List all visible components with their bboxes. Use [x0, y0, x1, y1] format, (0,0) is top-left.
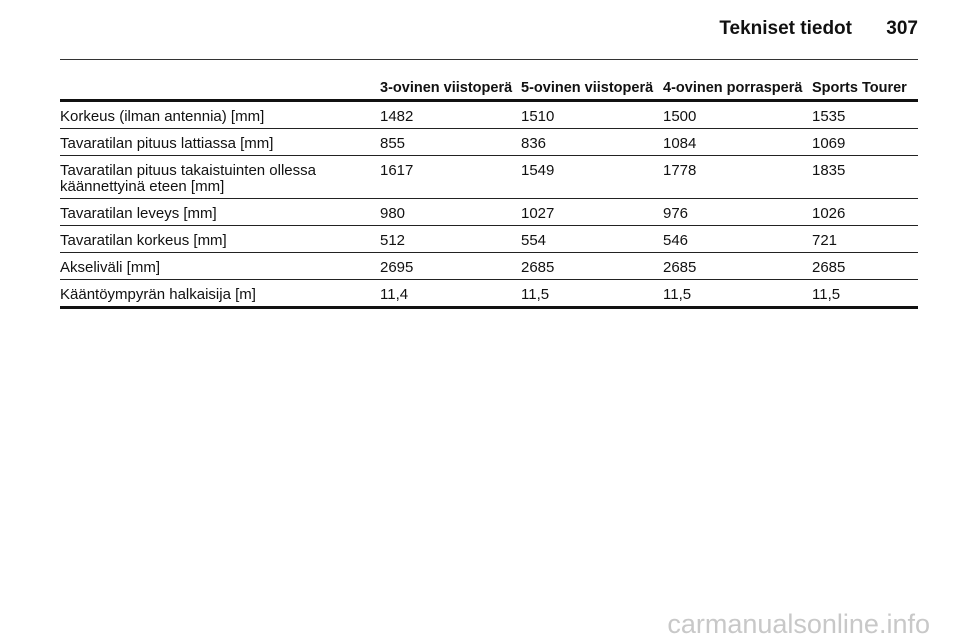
table-row: Kääntöympyrän halkaisija [m] 11,4 11,5 11,5… [60, 279, 918, 309]
row-label: Tavaratilan leveys [mm] [60, 198, 380, 226]
header-rule [60, 59, 918, 60]
column-header: 5-ovinen viistoperä [521, 80, 663, 102]
column-header: Sports Tourer [812, 80, 918, 102]
row-label: Korkeus (ilman antennia) [mm] [60, 100, 380, 129]
cell: 1617 [380, 155, 521, 199]
cell: 554 [521, 225, 663, 253]
table-row: Tavaratilan pituus takaistuinten ollessa… [60, 155, 918, 199]
cell: 11,4 [380, 279, 521, 309]
cell: 1510 [521, 100, 663, 129]
cell: 1027 [521, 198, 663, 226]
table-row: Tavaratilan leveys [mm] 980 1027 976 1026 [60, 198, 918, 226]
column-header: 3-ovinen viistoperä [380, 80, 521, 102]
row-label: Tavaratilan pituus lattiassa [mm] [60, 128, 380, 156]
header-cell [60, 80, 380, 102]
row-label: Kääntöympyrän halkaisija [m] [60, 279, 380, 309]
cell: 1835 [812, 155, 918, 199]
cell: 1535 [812, 100, 918, 129]
cell: 1084 [663, 128, 812, 156]
cell: 836 [521, 128, 663, 156]
table-row: Tavaratilan korkeus [mm] 512 554 546 721 [60, 225, 918, 253]
cell: 1026 [812, 198, 918, 226]
cell: 1069 [812, 128, 918, 156]
cell: 11,5 [663, 279, 812, 309]
column-header: 4-ovinen porrasperä [663, 80, 812, 102]
cell: 976 [663, 198, 812, 226]
row-label: Akseliväli [mm] [60, 252, 380, 280]
table-body: Korkeus (ilman antennia) [mm] 1482 1510 150… [60, 100, 918, 309]
cell: 512 [380, 225, 521, 253]
page-number: 307 [886, 18, 918, 39]
cell: 2685 [521, 252, 663, 280]
cell: 855 [380, 128, 521, 156]
table-row: Akseliväli [mm] 2695 2685 2685 2685 [60, 252, 918, 280]
watermark: carmanualsonline.info [667, 609, 930, 639]
cell: 11,5 [812, 279, 918, 309]
cell: 2695 [380, 252, 521, 280]
cell: 1500 [663, 100, 812, 129]
cell: 1778 [663, 155, 812, 199]
cell: 2685 [812, 252, 918, 280]
header-title: Tekniset tiedot [719, 18, 852, 39]
cell: 1482 [380, 100, 521, 129]
spec-table: 3-ovinen viistoperä 5-ovinen viistoperä 4-… [60, 80, 918, 309]
row-label: Tavaratilan pituus takaistuinten ollessa… [60, 155, 380, 199]
row-label: Tavaratilan korkeus [mm] [60, 225, 380, 253]
cell: 980 [380, 198, 521, 226]
cell: 2685 [663, 252, 812, 280]
cell: 721 [812, 225, 918, 253]
table-row: Tavaratilan pituus lattiassa [mm] 855 836 1… [60, 128, 918, 156]
cell: 11,5 [521, 279, 663, 309]
table-row: Korkeus (ilman antennia) [mm] 1482 1510 150… [60, 100, 918, 129]
header-row: 3-ovinen viistoperä 5-ovinen viistoperä 4-… [60, 80, 918, 102]
cell: 1549 [521, 155, 663, 199]
cell: 546 [663, 225, 812, 253]
